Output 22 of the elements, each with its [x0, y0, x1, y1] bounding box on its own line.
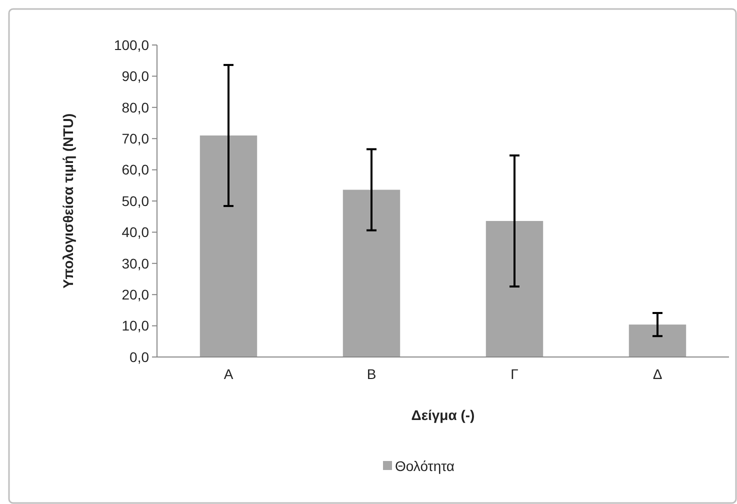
x-tick-label: Α: [224, 366, 234, 382]
x-axis-title: Δείγμα (-): [411, 407, 475, 423]
x-tick-label: Δ: [652, 366, 662, 382]
bar: [200, 135, 258, 357]
y-tick-label: 60,0: [122, 162, 150, 178]
y-tick-label: 100,0: [114, 36, 150, 53]
bar: [342, 190, 400, 357]
y-axis-title: Υπολογισθείσα τιμή (NTU): [60, 113, 76, 289]
bar: [628, 324, 686, 357]
y-tick-label: 40,0: [122, 224, 150, 240]
y-tick-label: 90,0: [122, 68, 150, 84]
y-tick-label: 70,0: [122, 130, 150, 146]
y-tick-label: 20,0: [122, 286, 150, 302]
x-tick-label: Β: [366, 366, 376, 382]
legend-label: Θολότητα: [395, 458, 455, 474]
y-tick-label: 80,0: [122, 99, 150, 116]
x-tick-label: Γ: [510, 366, 519, 382]
bar: [486, 220, 544, 357]
y-tick-label: 50,0: [122, 192, 150, 209]
y-tick-label: 10,0: [122, 318, 150, 334]
y-tick-label: 30,0: [122, 255, 150, 272]
y-tick-label: 0,0: [130, 348, 150, 365]
